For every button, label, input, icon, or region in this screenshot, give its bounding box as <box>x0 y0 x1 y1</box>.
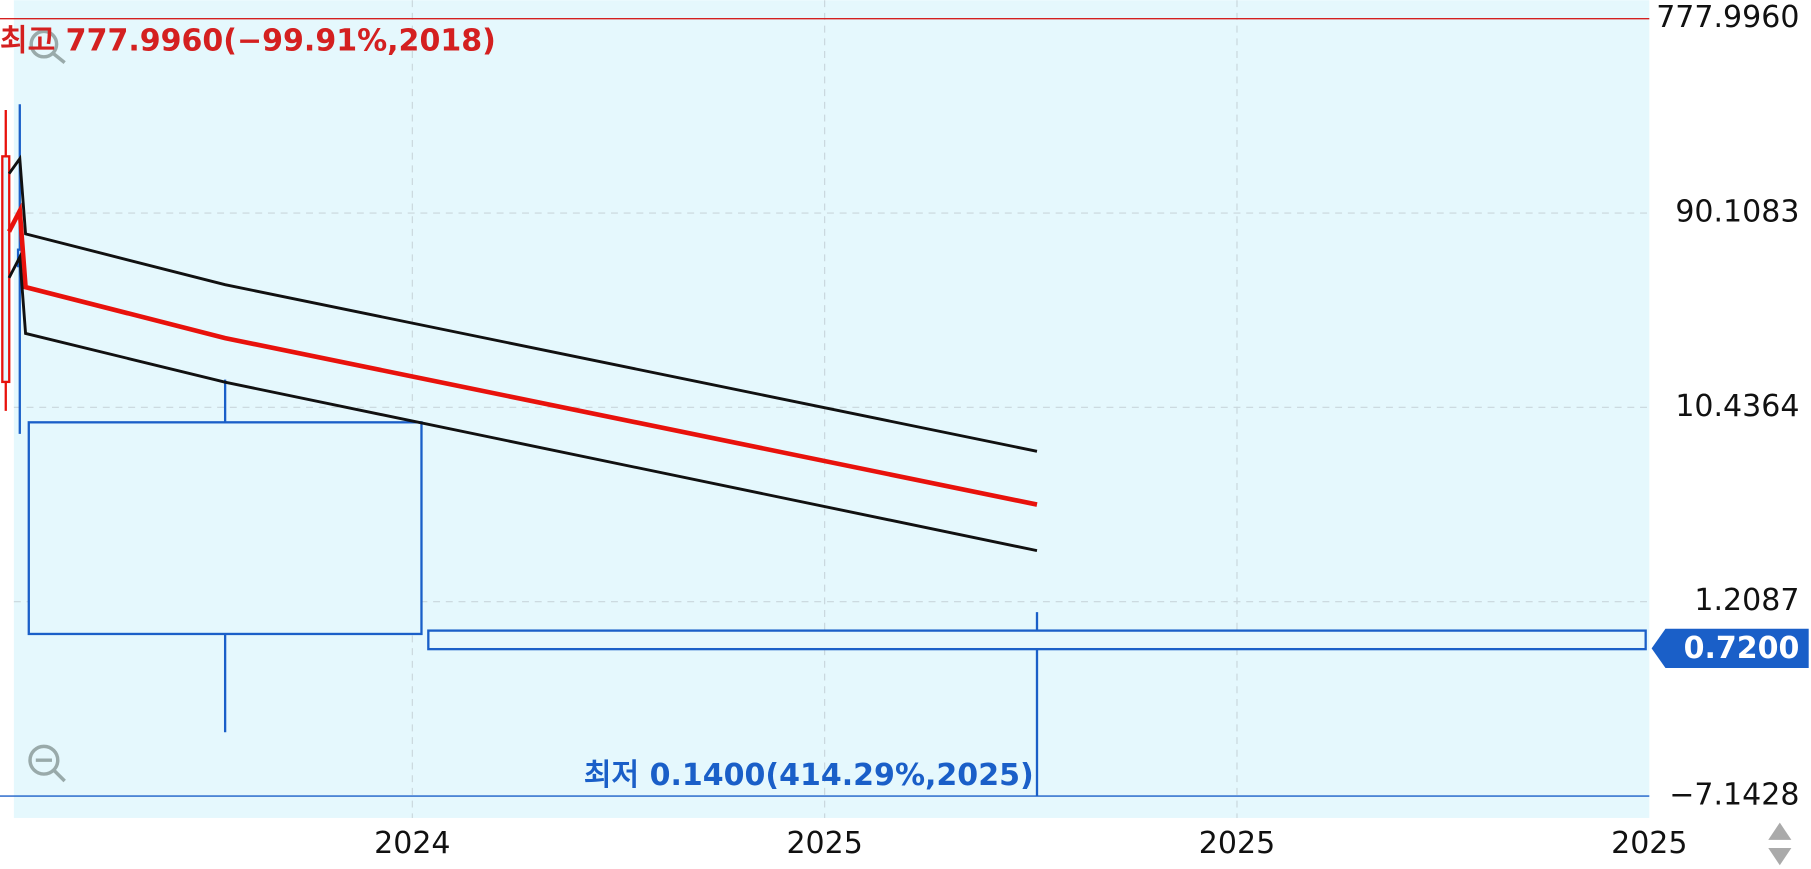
y-tick-label: 777.9960 <box>1656 0 1799 35</box>
x-tick-label: 2025 <box>1611 826 1687 861</box>
y-tick-label: 10.4364 <box>1675 389 1799 424</box>
y-tick-label: 1.2087 <box>1694 583 1799 618</box>
candle-body <box>27 421 423 636</box>
zoom-out-icon[interactable] <box>28 744 66 783</box>
x-tick-label: 2024 <box>374 826 450 861</box>
candle-body <box>1 155 11 384</box>
scroll-arrows[interactable] <box>1768 822 1792 866</box>
high-annotation: 최고 777.9960(−99.91%,2018) <box>0 23 496 58</box>
y-tick-label: −7.1428 <box>1669 778 1799 813</box>
band-line <box>7 202 1038 507</box>
last-price-tag <box>1651 628 1809 669</box>
x-tick-label: 2025 <box>1199 826 1275 861</box>
zoom-in-icon[interactable] <box>29 29 66 64</box>
last-price-label: 0.7200 <box>1684 631 1800 666</box>
band-line <box>7 251 1038 553</box>
y-tick-label: 90.1083 <box>1675 195 1799 230</box>
band-line <box>7 154 1038 453</box>
x-tick-label: 2025 <box>786 826 862 861</box>
candle-body <box>427 629 1647 651</box>
low-annotation: 최저 0.1400(414.29%,2025) <box>584 758 1034 793</box>
